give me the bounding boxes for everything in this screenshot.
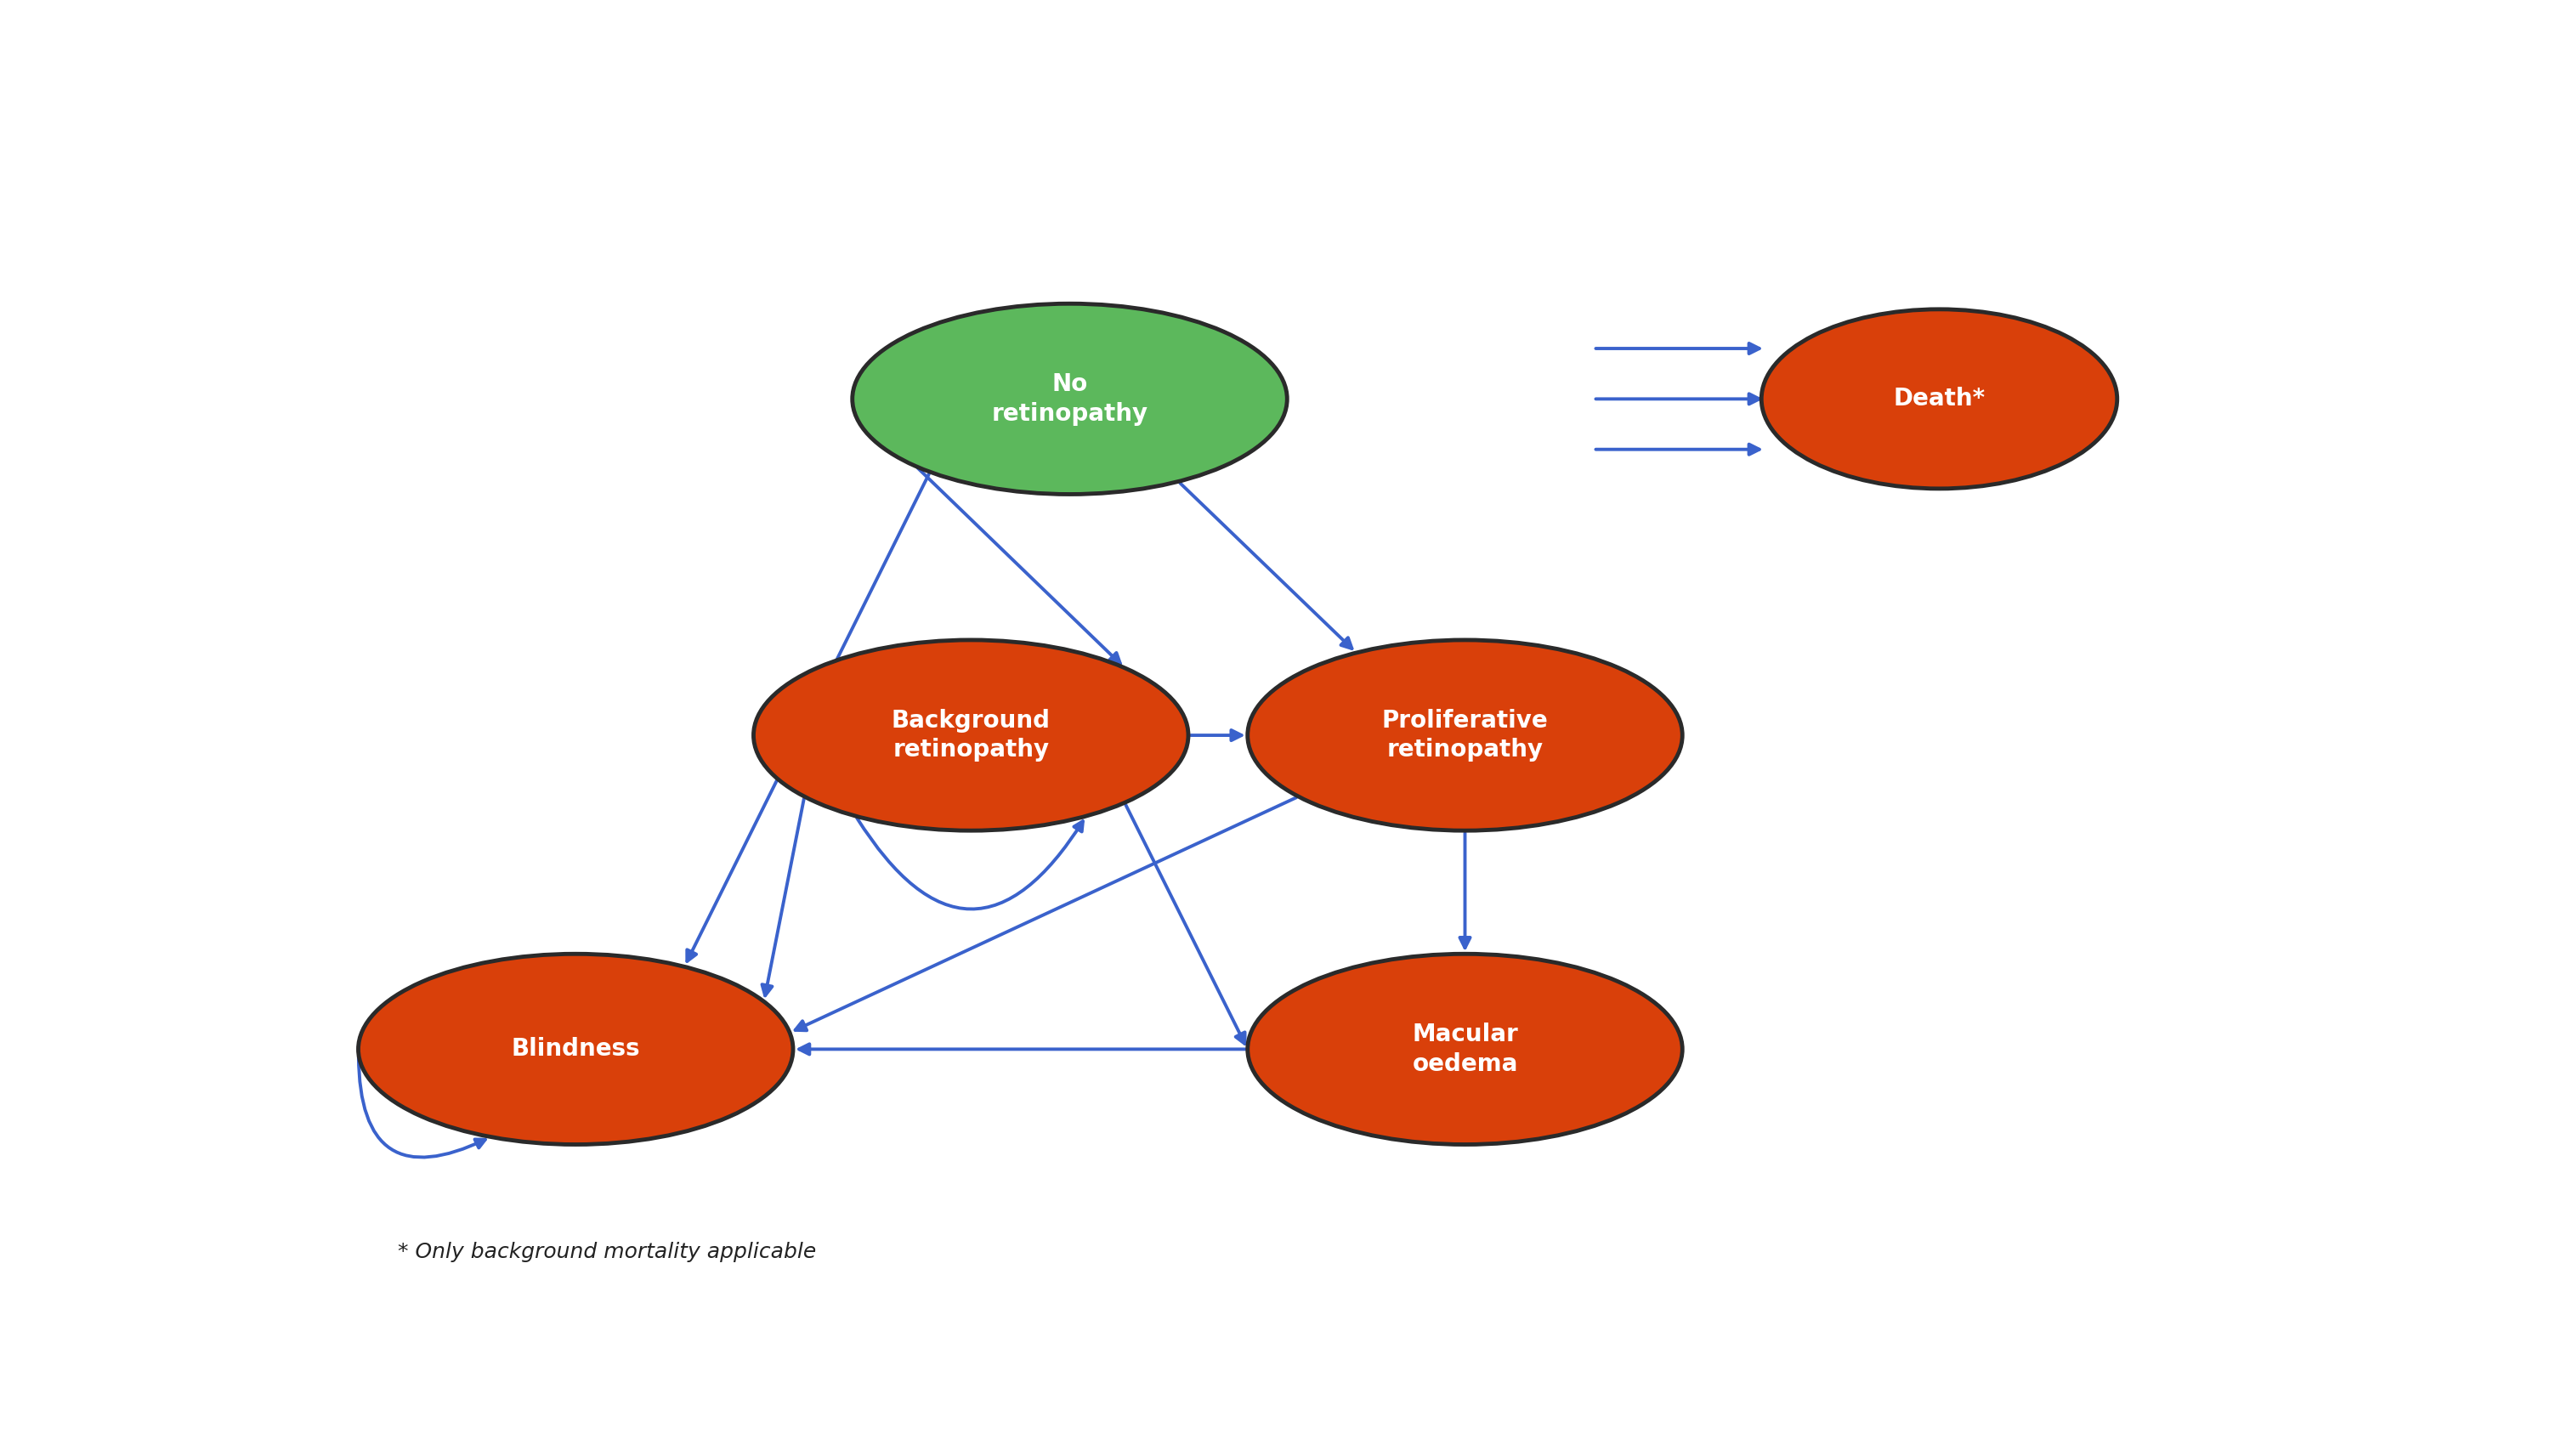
Text: Proliferative
retinopathy: Proliferative retinopathy	[1382, 709, 1548, 761]
Ellipse shape	[755, 641, 1188, 830]
Ellipse shape	[1247, 641, 1683, 830]
Text: Blindness: Blindness	[510, 1037, 640, 1061]
Text: Background
retinopathy: Background retinopathy	[892, 709, 1051, 761]
Ellipse shape	[1247, 954, 1683, 1144]
Ellipse shape	[357, 954, 793, 1144]
Text: No
retinopathy: No retinopathy	[992, 373, 1148, 425]
Ellipse shape	[1762, 309, 2116, 489]
Ellipse shape	[852, 304, 1288, 494]
Text: Macular
oedema: Macular oedema	[1413, 1022, 1517, 1076]
Text: Death*: Death*	[1892, 387, 1986, 411]
Text: * Only background mortality applicable: * Only background mortality applicable	[398, 1242, 816, 1262]
